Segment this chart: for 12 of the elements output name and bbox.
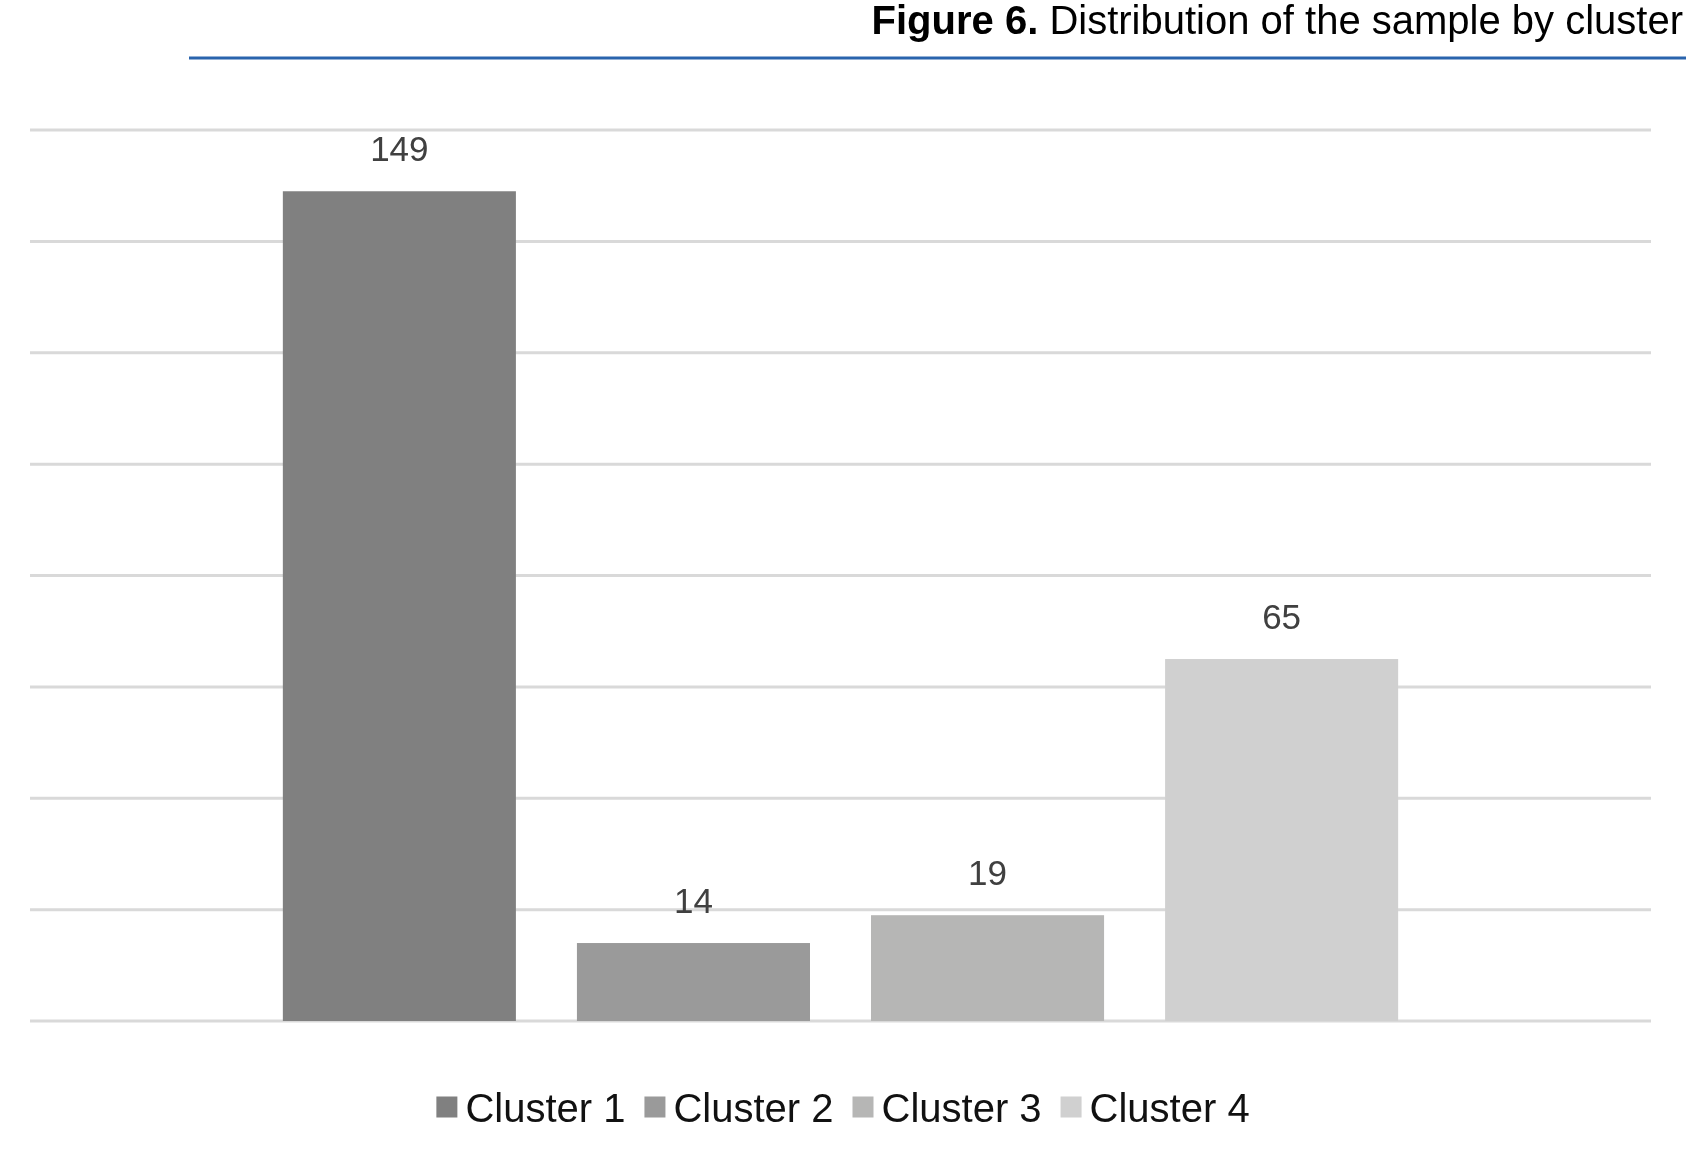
data-label: 65	[1262, 597, 1302, 637]
bar	[871, 915, 1105, 1021]
data-label: 19	[968, 853, 1008, 893]
chart-title: Figure 6. Distribution of the sample by cluster	[871, 0, 1683, 42]
legend-label: Cluster 1	[465, 1086, 626, 1130]
data-label: 149	[370, 129, 429, 169]
data-label: 14	[673, 881, 713, 921]
legend-label: Cluster 2	[673, 1086, 834, 1130]
bar	[576, 943, 810, 1021]
bar	[282, 191, 516, 1021]
legend-label: Cluster 3	[881, 1086, 1042, 1130]
legend-label: Cluster 4	[1089, 1086, 1250, 1130]
